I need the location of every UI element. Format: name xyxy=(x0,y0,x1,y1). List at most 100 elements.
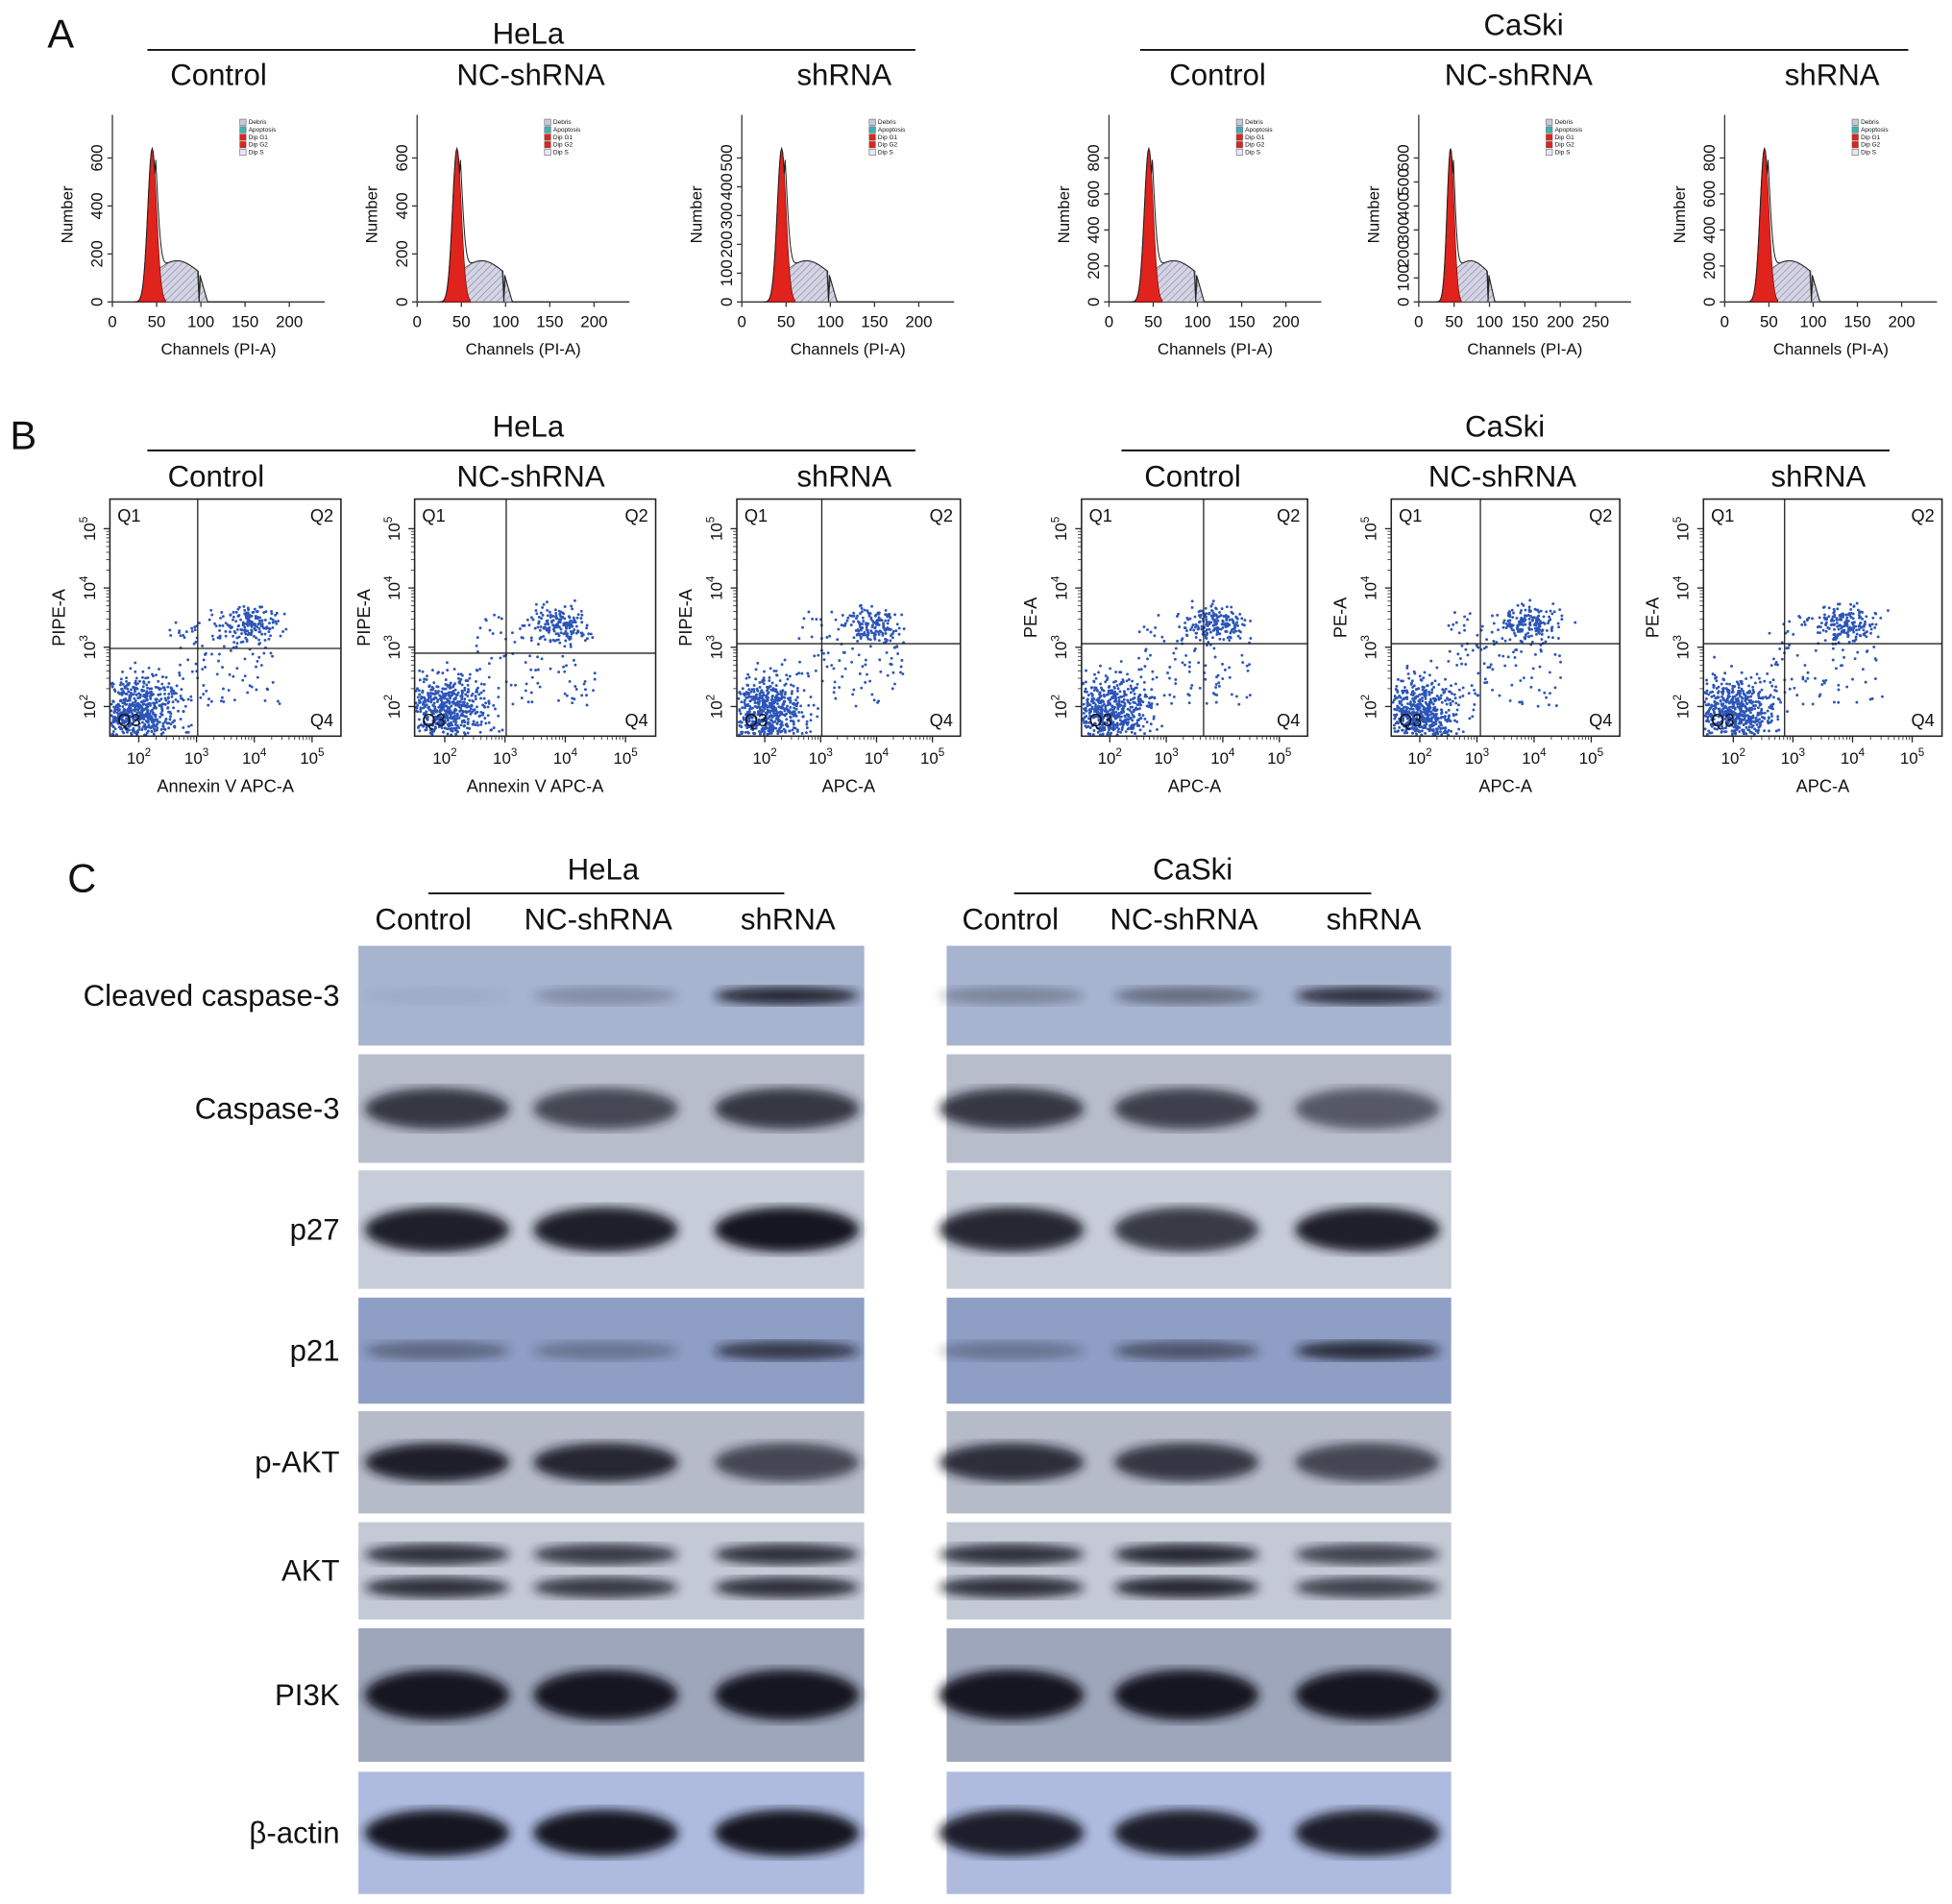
scatter-dot xyxy=(172,706,176,710)
scatter-dot xyxy=(169,690,173,694)
scatter-dot xyxy=(1215,694,1219,696)
scatter-dot xyxy=(229,648,232,652)
scatter-dot xyxy=(146,676,150,679)
scatter-dot xyxy=(1183,663,1186,667)
scatter-dot xyxy=(492,703,496,707)
scatter-dot xyxy=(1104,680,1108,684)
scatter-dot xyxy=(877,639,881,643)
scatter-dot xyxy=(852,688,856,692)
scatter-dot xyxy=(1518,700,1522,704)
scatter-dot xyxy=(1472,708,1476,712)
scatter-dot xyxy=(886,627,890,631)
tick-base: 10 xyxy=(614,749,632,768)
scatter-dot xyxy=(1756,706,1760,710)
scatter-dot xyxy=(738,708,742,711)
scatter-dot xyxy=(199,696,203,699)
scatter-dot xyxy=(783,729,787,733)
scatter-dot xyxy=(526,700,530,704)
scatter-dot xyxy=(1097,697,1100,701)
scatter-dot xyxy=(126,722,130,726)
scatter-dot xyxy=(1205,701,1208,705)
scatter-dot xyxy=(448,691,451,695)
scatter-dot xyxy=(816,715,819,719)
scatter-dot xyxy=(549,616,552,619)
scatter-dot xyxy=(1143,732,1146,736)
scatter-dot xyxy=(791,728,794,732)
scatter-dot xyxy=(780,710,783,714)
quadrant-label: Q1 xyxy=(422,506,445,525)
scatter-dot xyxy=(571,696,574,700)
scatter-dot xyxy=(1435,666,1439,670)
scatter-dot xyxy=(442,705,446,709)
scatter-dot xyxy=(1129,717,1133,720)
scatter-dot xyxy=(448,701,451,705)
scatter-dot xyxy=(251,611,255,614)
scatter-dot xyxy=(479,691,483,695)
scatter-dot xyxy=(166,701,170,705)
scatter-dot xyxy=(1187,670,1191,673)
scatter-dot xyxy=(1774,729,1778,733)
legend-label: Dip G2 xyxy=(878,142,898,149)
scatter-dot xyxy=(468,705,471,708)
scatter-dot xyxy=(171,700,175,704)
scatter-dot xyxy=(744,691,748,695)
scatter-dot xyxy=(1403,686,1406,689)
scatter-dot xyxy=(1412,684,1416,688)
scatter-dot xyxy=(1512,628,1516,632)
scatter-dot xyxy=(580,621,584,624)
scatter-dot xyxy=(592,689,595,693)
scatter-dot xyxy=(1221,662,1224,666)
scatter-dot xyxy=(789,719,793,722)
scatter-dot xyxy=(478,714,482,718)
scatter-dot xyxy=(1725,682,1729,686)
scatter-dot xyxy=(741,706,744,710)
tick-exponent: 2 xyxy=(145,746,152,759)
tick-base: 10 xyxy=(1267,749,1285,768)
tick-exponent: 5 xyxy=(78,516,90,523)
scatter-dot xyxy=(858,633,862,637)
legend-label: Dip S xyxy=(878,149,894,156)
scatter-dot xyxy=(547,622,549,626)
scatter-dot xyxy=(425,722,428,726)
scatter-dot xyxy=(466,710,470,714)
scatter-dot xyxy=(443,726,447,730)
scatter-dot xyxy=(874,629,878,633)
scatter-dot xyxy=(451,717,454,720)
scatter-dot xyxy=(152,732,156,736)
scatter-dot xyxy=(1085,669,1087,672)
quadrant-label: Q3 xyxy=(117,711,140,730)
scatter-dot xyxy=(746,672,750,676)
tick-exponent: 2 xyxy=(1049,695,1061,701)
scatter-dot xyxy=(809,713,813,717)
scatter-dot xyxy=(548,610,551,614)
scatter-dot xyxy=(1242,623,1246,627)
scatter-dot xyxy=(1204,606,1208,610)
scatter-dot xyxy=(169,715,172,719)
tick-exponent: 4 xyxy=(1229,746,1235,759)
scatter-dot xyxy=(807,674,811,678)
scatter-dot xyxy=(253,626,256,630)
scatter-dot xyxy=(1464,663,1468,666)
scatter-dot xyxy=(155,698,158,702)
scatter-dot xyxy=(1801,702,1805,706)
scatter-dot xyxy=(529,639,533,643)
scatter-dot xyxy=(416,696,420,699)
scatter-dot xyxy=(1483,677,1487,681)
scatter-dot xyxy=(1120,700,1124,704)
scatter-dot xyxy=(267,626,271,630)
y-tick-label: 104 xyxy=(1359,575,1380,600)
scatter-dot xyxy=(1535,608,1539,612)
scatter-dot xyxy=(1129,691,1133,695)
scatter-dot xyxy=(149,696,153,700)
scatter-dot xyxy=(1101,732,1105,736)
quadrant-label: Q1 xyxy=(744,506,768,525)
group-title: HeLa xyxy=(493,410,565,444)
scatter-dot xyxy=(1439,730,1442,734)
scatter-dot xyxy=(1769,719,1773,722)
scatter-dot xyxy=(1786,710,1789,714)
scatter-dot xyxy=(1458,657,1462,660)
scatter-dot xyxy=(1221,677,1225,680)
tick-base: 10 xyxy=(707,642,725,660)
scatter-dot xyxy=(1454,713,1458,717)
scatter-dot xyxy=(255,665,257,669)
